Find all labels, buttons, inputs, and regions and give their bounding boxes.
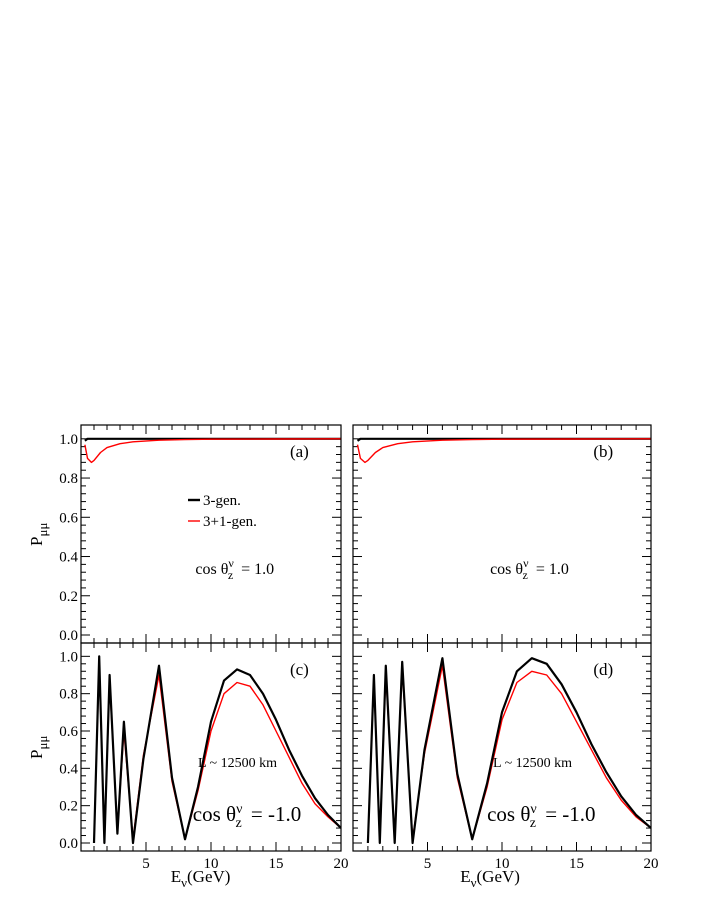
legend-label: 3-gen.: [203, 493, 241, 509]
y-tick-label: 1.0: [59, 649, 78, 665]
tick-marks: [81, 643, 342, 851]
cos-theta-annotation: cos θν z = -1.0: [193, 802, 301, 831]
x-axis-label: Eν(GeV): [171, 867, 231, 890]
series-group: [84, 437, 341, 464]
cos-value: = -1.0: [246, 802, 302, 826]
x-tick-label: 20: [334, 856, 349, 872]
panel-2: 0.00.20.40.60.81.05 10 15 20(c)PμμEν(GeV)L …: [27, 642, 349, 890]
x-tick-label: 15: [269, 856, 284, 872]
series-line-three-gen: [92, 655, 341, 845]
cos-subscript: z: [530, 816, 536, 831]
y-label-main: P: [27, 537, 46, 546]
cos-theta-annotation: cos θν z = -1.0: [487, 802, 595, 831]
cos-subscript: z: [235, 816, 241, 831]
y-axis-label: Pμμ: [27, 523, 50, 546]
series-group: [356, 437, 651, 464]
x-axis-label: Eν(GeV): [460, 867, 520, 890]
y-tick-label: 0.2: [59, 589, 78, 605]
panels-layer: 0.0 0.2 0.4 0.6 0.8 1.0 (a) Pμμ 3-gen. 3+1-gen. co…: [27, 424, 659, 890]
plot-frame: [352, 642, 652, 852]
series-line-three-gen: [366, 657, 651, 845]
panel-0: 0.0 0.2 0.4 0.6 0.8 1.0 (a) Pμμ 3-gen. 3+1-gen. co…: [27, 424, 342, 644]
x-tick-label: 5: [424, 856, 432, 872]
x-label-main: E: [171, 867, 181, 886]
cos-superscript: ν: [530, 802, 536, 817]
y-axis-label: Pμμ: [27, 736, 50, 759]
cos-superscript: ν: [228, 556, 234, 570]
cos-superscript: ν: [236, 802, 242, 817]
cos-text: cos θ: [195, 561, 228, 578]
y-tick-label: 0.4: [59, 761, 78, 777]
plot-frame: [80, 642, 342, 852]
y-label-sub: μμ: [35, 523, 50, 537]
cos-value: = -1.0: [540, 802, 596, 826]
cos-superscript: ν: [523, 556, 529, 570]
x-label-main: E: [460, 867, 470, 886]
y-tick-label: 0.8: [59, 471, 78, 487]
cos-theta-annotation: cos θν z = 1.0: [195, 556, 274, 582]
cos-subscript: z: [523, 568, 528, 582]
cos-value: = 1.0: [237, 561, 274, 578]
cos-theta-annotation: cos θν z = 1.0: [490, 556, 569, 582]
x-tick-label: 15: [569, 856, 584, 872]
panel-label: (a): [290, 442, 309, 461]
x-tick-label: 10: [495, 856, 510, 872]
x-tick-label: 5: [142, 856, 150, 872]
baseline-annotation: L ~ 12500 km: [198, 756, 277, 771]
y-tick-label: 1.0: [59, 432, 78, 448]
y-tick-label: 0.6: [59, 510, 78, 526]
cos-text: cos θ: [487, 802, 530, 826]
baseline-annotation: L ~ 12500 km: [493, 756, 572, 771]
cos-subscript: z: [228, 568, 233, 582]
panel-label: (c): [290, 660, 309, 679]
panel-1: (b) cos θν z = 1.0: [352, 424, 652, 644]
panel-label: (b): [593, 442, 613, 461]
x-tick-label: 20: [644, 856, 659, 872]
y-tick-label: 0.0: [59, 628, 78, 644]
series-line-three-plus-one-gen: [84, 438, 341, 464]
series-group: [92, 655, 341, 845]
x-label-sub: ν: [181, 875, 187, 890]
cos-text: cos θ: [490, 561, 523, 578]
x-tick-label: 10: [204, 856, 219, 872]
cos-value: = 1.0: [532, 561, 569, 578]
y-label-main: P: [27, 750, 46, 759]
y-tick-label: 0.6: [59, 724, 78, 740]
tick-marks: [81, 425, 342, 643]
y-tick-label: 0.0: [59, 836, 78, 852]
legend-label: 3+1-gen.: [203, 514, 257, 530]
y-tick-label: 0.2: [59, 799, 78, 815]
x-label-sub: ν: [471, 875, 477, 890]
y-tick-label: 0.4: [59, 550, 78, 566]
panel-label: (d): [593, 660, 613, 679]
series-line-three-plus-one-gen: [356, 438, 651, 464]
cos-text: cos θ: [193, 802, 236, 826]
x-label-unit: (GeV): [187, 867, 230, 886]
x-label-unit: (GeV): [477, 867, 520, 886]
series-group: [366, 657, 651, 845]
y-label-sub: μμ: [35, 736, 50, 750]
y-tick-label: 0.8: [59, 687, 78, 703]
